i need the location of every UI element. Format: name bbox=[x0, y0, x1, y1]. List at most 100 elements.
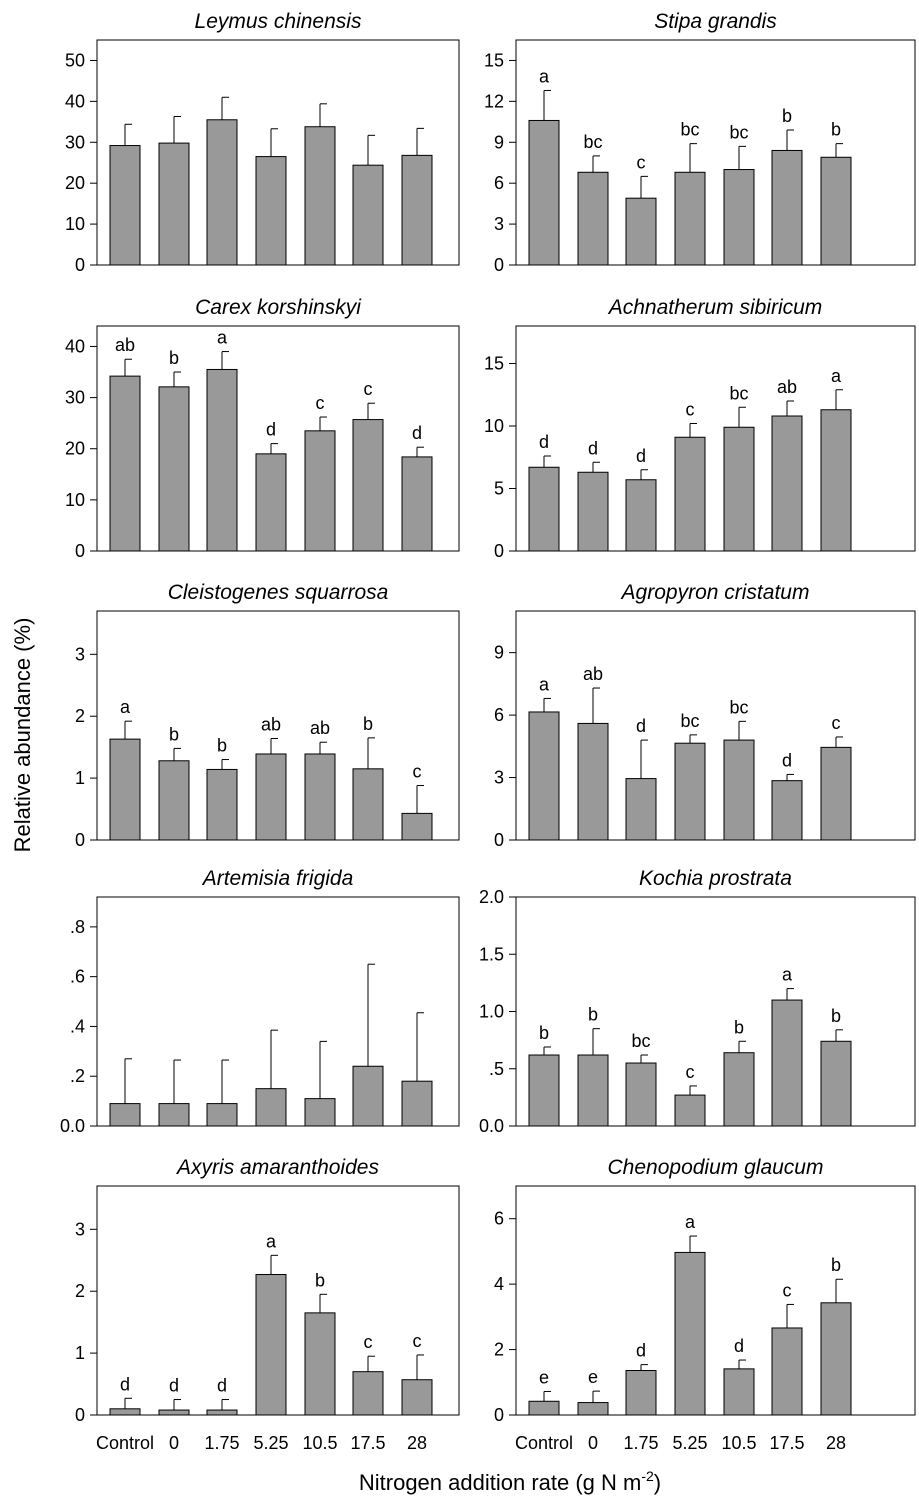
y-tick-label: 10 bbox=[484, 416, 504, 436]
y-tick-label: 10 bbox=[65, 490, 85, 510]
bar bbox=[723, 426, 755, 552]
bar bbox=[352, 768, 384, 841]
y-tick-label: 30 bbox=[65, 132, 85, 152]
significance-label: c bbox=[783, 1280, 792, 1300]
chart-panel: Achnatherum sibiricum 0 5 10 15 d d d c bc ab a bbox=[484, 296, 916, 561]
bar bbox=[820, 156, 852, 266]
bar bbox=[158, 142, 190, 266]
bar bbox=[528, 1054, 560, 1127]
panel-title: Carex korshinskyi bbox=[195, 296, 362, 319]
significance-label: d bbox=[636, 716, 646, 736]
bar bbox=[820, 746, 852, 841]
significance-label: b bbox=[831, 1255, 841, 1275]
significance-label: d bbox=[734, 1336, 744, 1356]
x-tick-label: 17.5 bbox=[769, 1433, 804, 1453]
bar bbox=[528, 119, 560, 266]
y-tick-label: 0 bbox=[494, 255, 504, 275]
y-axis-title: Relative abundance (%) bbox=[10, 618, 35, 853]
y-tick-label: 3 bbox=[494, 214, 504, 234]
bar bbox=[674, 1251, 706, 1416]
bar bbox=[158, 760, 190, 841]
panel-title: Artemisia frigida bbox=[201, 867, 354, 890]
bar bbox=[255, 1274, 287, 1416]
significance-label: b bbox=[831, 120, 841, 140]
bar bbox=[674, 436, 706, 552]
significance-label: d bbox=[636, 1341, 646, 1361]
significance-label: ab bbox=[310, 718, 330, 738]
chart-panel: Agropyron cristatum 0 3 6 9 a ab d bc bc d c bbox=[494, 581, 916, 850]
significance-label: d bbox=[169, 1376, 179, 1396]
y-tick-label: 50 bbox=[65, 50, 85, 70]
y-tick-label: 6 bbox=[494, 1209, 504, 1229]
chart-panel: Kochia prostrata 0.0 .5 1.0 1.5 2.0 b b bc c b a b bbox=[479, 867, 916, 1136]
significance-label: e bbox=[539, 1367, 549, 1387]
bar bbox=[158, 1409, 190, 1416]
bar bbox=[352, 419, 384, 552]
panel-title: Axyris amaranthoides bbox=[175, 1156, 379, 1179]
significance-label: bc bbox=[680, 120, 699, 140]
significance-label: ab bbox=[583, 664, 603, 684]
bar bbox=[206, 119, 238, 266]
bar bbox=[723, 1052, 755, 1127]
bar bbox=[577, 1054, 609, 1127]
chart-panel: Stipa grandis 0 3 6 9 12 15 a bc c bc bc b b bbox=[484, 10, 916, 275]
bar bbox=[577, 471, 609, 552]
y-tick-label: 20 bbox=[65, 439, 85, 459]
bar bbox=[158, 386, 190, 552]
bar bbox=[528, 1400, 560, 1416]
y-tick-label: 0 bbox=[75, 541, 85, 561]
x-axis-title-end: ) bbox=[654, 1470, 661, 1495]
significance-label: c bbox=[686, 1062, 695, 1082]
significance-label: b bbox=[363, 714, 373, 734]
bar bbox=[304, 753, 336, 841]
plot-frame bbox=[515, 325, 916, 552]
significance-label: a bbox=[685, 1212, 696, 1232]
significance-label: ab bbox=[777, 377, 797, 397]
chart-panel: Chenopodium glaucum 0 2 4 6 e e d a d c b Control 0 1.… bbox=[494, 1156, 916, 1453]
bar bbox=[304, 126, 336, 266]
plot-frame bbox=[515, 896, 916, 1127]
y-tick-label: 2 bbox=[494, 1340, 504, 1360]
significance-label: b bbox=[734, 1017, 744, 1037]
significance-label: a bbox=[120, 697, 131, 717]
bar bbox=[158, 1103, 190, 1127]
bar bbox=[401, 812, 433, 841]
bar bbox=[625, 1370, 657, 1416]
bar bbox=[771, 999, 803, 1127]
significance-label: b bbox=[169, 348, 179, 368]
significance-label: b bbox=[169, 724, 179, 744]
bar bbox=[401, 1080, 433, 1127]
x-tick-label: 5.25 bbox=[672, 1433, 707, 1453]
significance-label: a bbox=[831, 366, 842, 386]
y-tick-label: .6 bbox=[70, 967, 85, 987]
bar bbox=[577, 171, 609, 266]
bar bbox=[352, 1065, 384, 1127]
bar bbox=[625, 479, 657, 552]
bar bbox=[401, 1379, 433, 1416]
significance-label: d bbox=[266, 420, 276, 440]
significance-label: d bbox=[539, 432, 549, 452]
y-tick-label: 6 bbox=[494, 173, 504, 193]
bar bbox=[109, 1408, 141, 1416]
y-tick-label: 12 bbox=[484, 91, 504, 111]
bar bbox=[255, 1088, 287, 1127]
bar bbox=[771, 149, 803, 266]
bar bbox=[771, 780, 803, 841]
significance-label: d bbox=[782, 750, 792, 770]
significance-label: d bbox=[217, 1376, 227, 1396]
bar bbox=[304, 430, 336, 552]
y-tick-label: 15 bbox=[484, 50, 504, 70]
x-tick-label: 1.75 bbox=[204, 1433, 239, 1453]
panel-title: Stipa grandis bbox=[654, 10, 777, 33]
significance-label: d bbox=[120, 1374, 130, 1394]
x-axis-title-main: Nitrogen addition rate (g N m bbox=[359, 1470, 641, 1495]
y-tick-label: 0.0 bbox=[60, 1116, 85, 1136]
bar bbox=[401, 456, 433, 552]
x-tick-label: 1.75 bbox=[623, 1433, 658, 1453]
x-tick-label: 0 bbox=[169, 1433, 179, 1453]
y-tick-label: 3 bbox=[75, 644, 85, 664]
significance-label: c bbox=[413, 1331, 422, 1351]
y-tick-label: 1 bbox=[75, 768, 85, 788]
significance-label: a bbox=[266, 1231, 277, 1251]
